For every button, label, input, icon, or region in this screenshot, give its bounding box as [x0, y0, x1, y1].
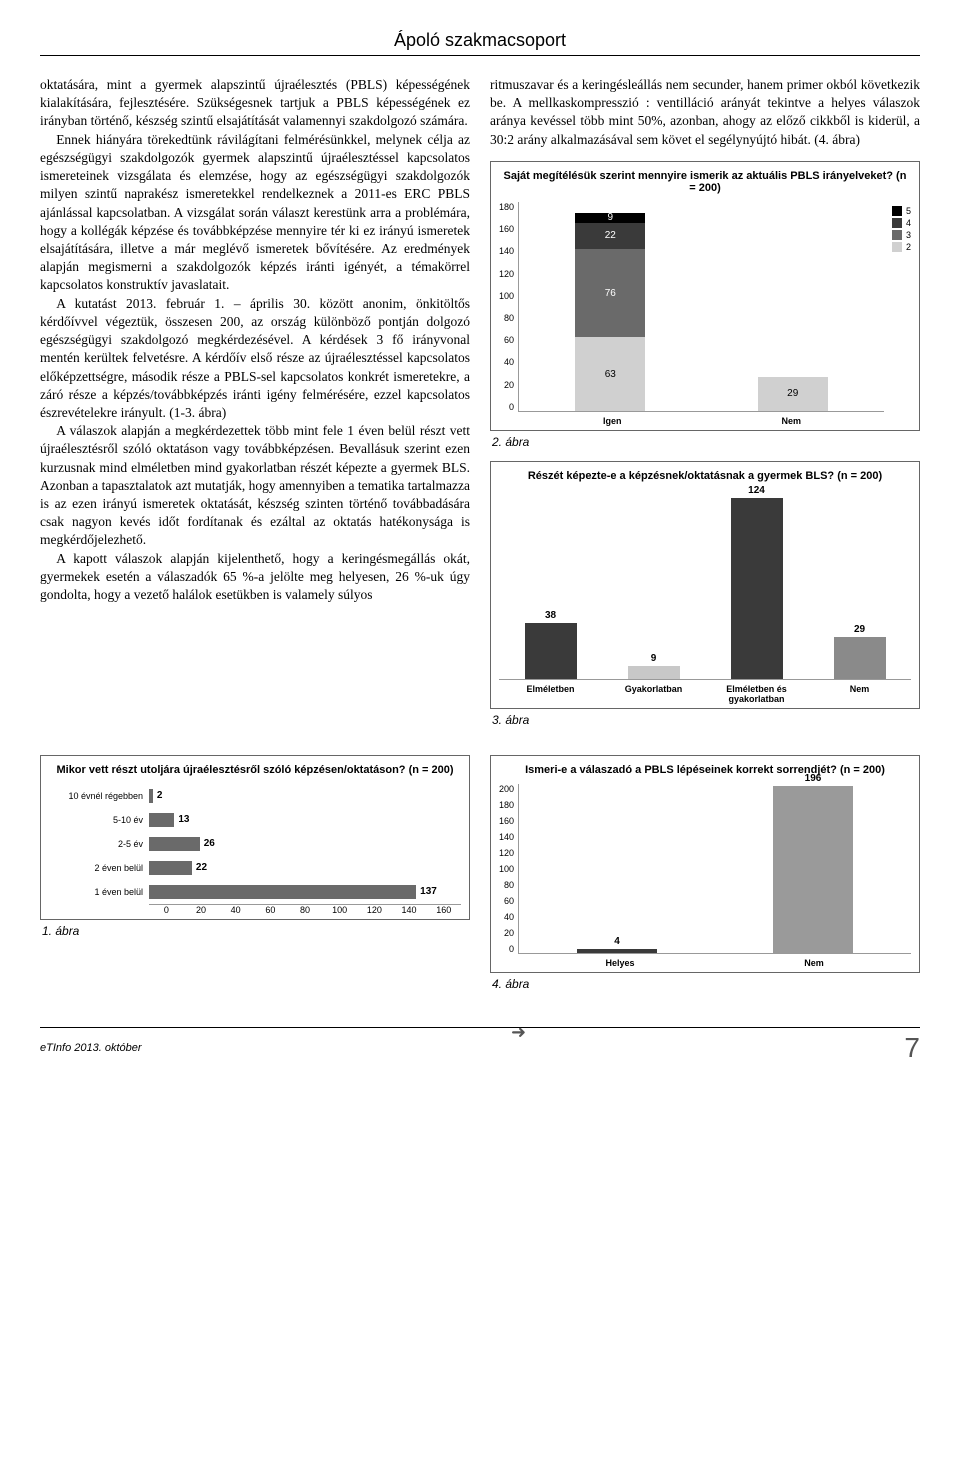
chart-3-plot: 38912429 [499, 490, 911, 680]
chart-4-x-labels: HelyesNem [523, 958, 911, 968]
bottom-chart-row: Mikor vett részt utoljára újraélesztésrő… [40, 755, 920, 1003]
chart-4-y-axis: 200180160140120100806040200 [499, 784, 518, 954]
main-columns: oktatására, mint a gyermek alapszintű új… [40, 76, 920, 739]
paragraph: A kutatást 2013. február 1. – április 30… [40, 295, 470, 423]
chart-3-bar: Részét képezte-e a képzésnek/oktatásnak … [490, 461, 920, 709]
chart-3-title: Részét képezte-e a képzésnek/oktatásnak … [499, 470, 911, 482]
paragraph: A válaszok alapján a megkérdezettek több… [40, 422, 470, 550]
paragraph: A kapott válaszok alapján kijelenthető, … [40, 550, 470, 605]
left-column: oktatására, mint a gyermek alapszintű új… [40, 76, 470, 739]
footer-arrow-icon [511, 1022, 535, 1046]
chart-1-caption: 1. ábra [42, 924, 470, 938]
chart-3-caption: 3. ábra [492, 713, 920, 727]
footer-left: eTInfo 2013. október [40, 1042, 142, 1054]
chart-2-legend: 5432 [884, 202, 911, 412]
header-rule [40, 55, 920, 56]
chart-1-hbar: Mikor vett részt utoljára újraélesztésrő… [40, 755, 470, 920]
chart-4-caption: 4. ábra [492, 977, 920, 991]
chart-1-rows: 10 évnél régebben25-10 év132-5 év262 éve… [49, 784, 461, 904]
paragraph: oktatására, mint a gyermek alapszintű új… [40, 76, 470, 131]
chart-1-title: Mikor vett részt utoljára újraélesztésrő… [49, 764, 461, 776]
chart-2-title: Saját megítélésük szerint mennyire ismer… [499, 170, 911, 194]
chart-2-stacked-bar: Saját megítélésük szerint mennyire ismer… [490, 161, 920, 431]
chart-1-x-axis: 020406080100120140160 [149, 904, 461, 915]
chart-4-bar: Ismeri-e a válaszadó a PBLS lépéseinek k… [490, 755, 920, 973]
chart-3-x-labels: ElméletbenGyakorlatbanElméletben és gyak… [499, 684, 911, 704]
chart-2-x-labels: IgenNem [523, 416, 881, 426]
paragraph: Ennek hiányára törekedtünk rávilágítani … [40, 131, 470, 295]
chart-2-y-axis: 180160140120100806040200 [499, 202, 518, 412]
chart-2-plot: 637622929 [518, 202, 884, 412]
chart-4-plot: 4196 [518, 784, 911, 954]
right-column: ritmuszavar és a keringésleállás nem sec… [490, 76, 920, 739]
page-number: 7 [904, 1032, 920, 1064]
paragraph: ritmuszavar és a keringésleállás nem sec… [490, 76, 920, 149]
chart-2-caption: 2. ábra [492, 435, 920, 449]
page-footer: eTInfo 2013. október 7 [40, 1027, 920, 1064]
section-header: Ápoló szakmacsoport [40, 30, 920, 51]
